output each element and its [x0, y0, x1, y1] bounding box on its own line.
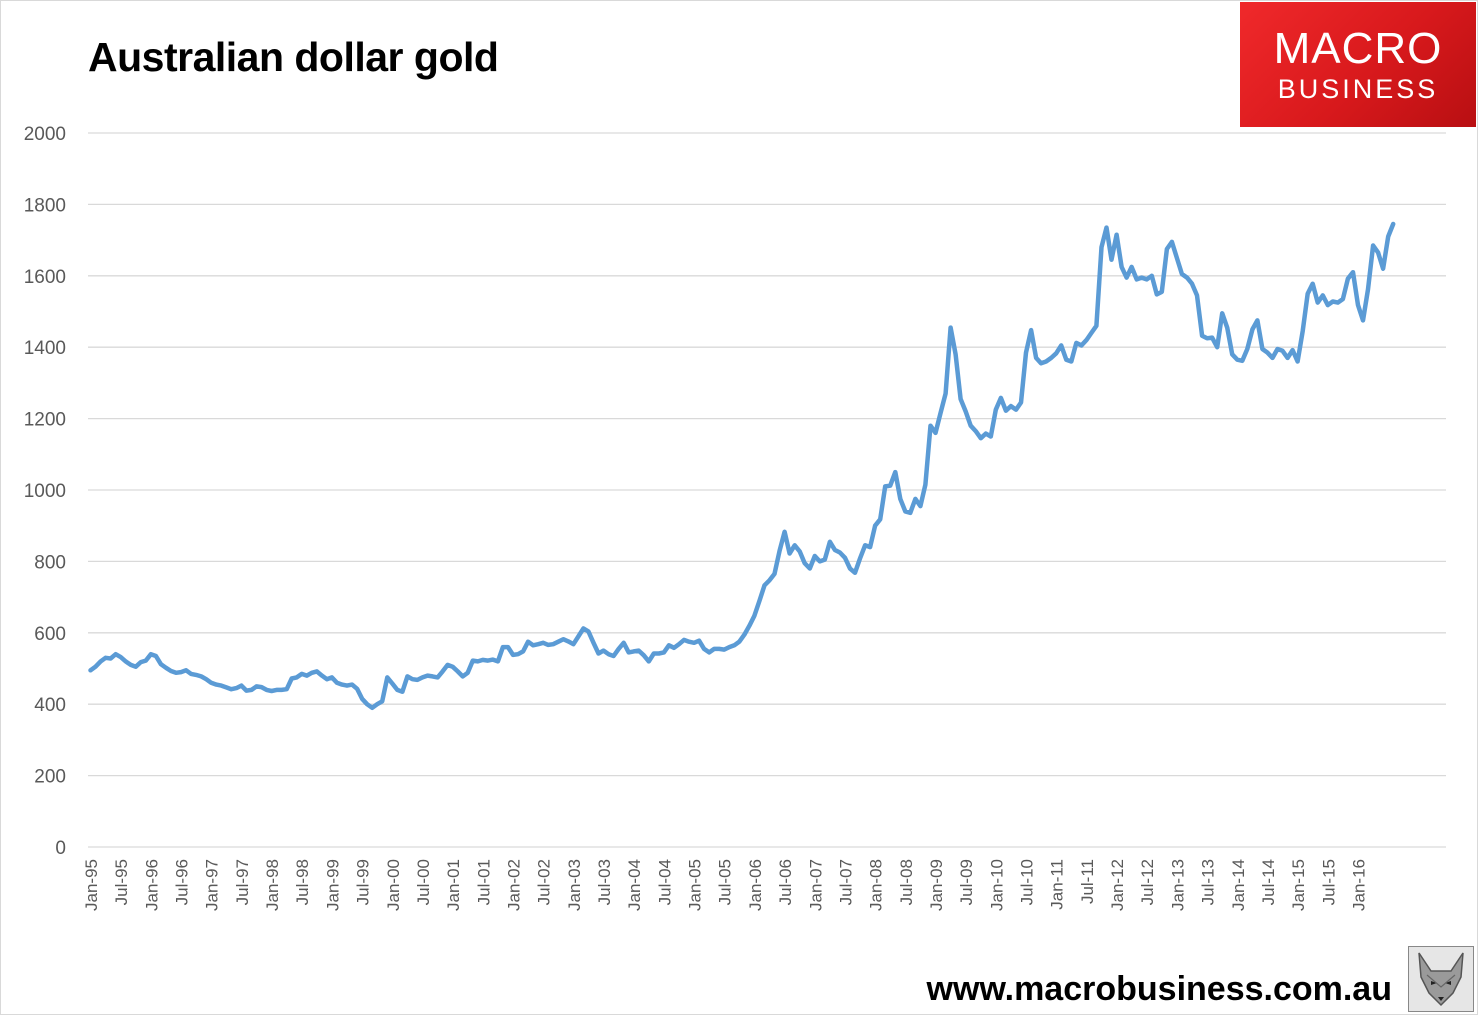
- x-tick-label: Jan-14: [1229, 859, 1248, 911]
- gridlines: [88, 132, 1446, 848]
- x-tick-label: Jan-12: [1108, 859, 1127, 911]
- y-tick-label: 200: [34, 767, 66, 788]
- y-tick-label: 800: [34, 552, 66, 573]
- x-tick-label: Jan-96: [142, 859, 161, 911]
- x-tick-label: Jan-01: [444, 859, 463, 911]
- x-tick-label: Jan-10: [987, 859, 1006, 911]
- y-tick-label: 1800: [24, 195, 66, 216]
- x-tick-label: Jul-02: [535, 859, 554, 905]
- x-tick-label: Jan-16: [1349, 859, 1368, 911]
- x-tick-label: Jan-99: [323, 859, 342, 911]
- y-tick-label: 0: [55, 838, 66, 859]
- x-tick-label: Jan-97: [203, 859, 222, 911]
- logo-line-1: MACRO: [1273, 24, 1443, 73]
- logo-line-2: BUSINESS: [1277, 74, 1439, 104]
- x-tick-label: Jan-11: [1048, 859, 1067, 910]
- chart-title: Australian dollar gold: [88, 34, 499, 80]
- x-tick-label: Jul-06: [776, 859, 795, 905]
- x-tick-label: Jan-05: [686, 859, 705, 911]
- x-tick-label: Jan-03: [565, 859, 584, 911]
- x-tick-label: Jan-13: [1168, 859, 1187, 911]
- x-tick-label: Jan-02: [504, 859, 523, 911]
- x-tick-label: Jul-03: [595, 859, 614, 905]
- x-tick-label: Jul-98: [293, 859, 312, 905]
- y-tick-label: 1400: [24, 338, 66, 359]
- y-tick-label: 1200: [24, 410, 66, 431]
- y-tick-label: 400: [34, 695, 66, 716]
- x-tick-label: Jul-10: [1018, 859, 1037, 905]
- x-tick-label: Jan-07: [806, 859, 825, 911]
- x-tick-label: Jul-09: [957, 859, 976, 905]
- x-tick-label: Jul-96: [173, 859, 192, 905]
- x-tick-label: Jul-12: [1138, 859, 1157, 905]
- x-tick-label: Jan-95: [82, 859, 101, 911]
- x-tick-label: Jul-01: [474, 859, 493, 905]
- x-tick-label: Jul-95: [112, 859, 131, 905]
- fox-icon: [1408, 946, 1474, 1012]
- x-tick-label: Jul-97: [233, 859, 252, 905]
- x-tick-label: Jul-11: [1078, 859, 1097, 904]
- y-tick-label: 1000: [24, 481, 66, 502]
- x-tick-label: Jul-14: [1259, 859, 1278, 905]
- x-tick-label: Jan-08: [867, 859, 886, 911]
- x-tick-label: Jul-15: [1319, 859, 1338, 905]
- x-tick-label: Jan-06: [746, 859, 765, 911]
- y-tick-label: 2000: [24, 124, 66, 145]
- x-tick-label: Jan-04: [625, 859, 644, 911]
- x-tick-label: Jul-99: [354, 859, 373, 905]
- y-tick-label: 600: [34, 624, 66, 645]
- y-tick-label: 1600: [24, 267, 66, 288]
- x-tick-label: Jul-13: [1199, 859, 1218, 905]
- x-tick-label: Jul-05: [716, 859, 735, 905]
- x-tick-label: Jul-04: [655, 859, 674, 905]
- macro-business-logo[interactable]: MACRO BUSINESS: [1240, 2, 1476, 127]
- x-tick-label: Jul-00: [414, 859, 433, 905]
- x-tick-label: Jan-98: [263, 859, 282, 911]
- x-tick-label: Jul-08: [897, 859, 916, 905]
- x-tick-label: Jan-15: [1289, 859, 1308, 911]
- footer-url[interactable]: www.macrobusiness.com.au: [926, 970, 1392, 1008]
- x-axis-ticks: Jan-95 Jul-95 Jan-96 Jul-96 Jan-97 Jul-97 Jan-…: [82, 859, 1368, 911]
- x-tick-label: Jan-09: [927, 859, 946, 911]
- y-axis-ticks: 0 200 400 600 800 1000 1200 1400 1600 1800 2000: [24, 124, 66, 859]
- x-tick-label: Jul-07: [836, 859, 855, 905]
- x-tick-label: Jan-00: [384, 859, 403, 911]
- series-line: [88, 221, 1396, 711]
